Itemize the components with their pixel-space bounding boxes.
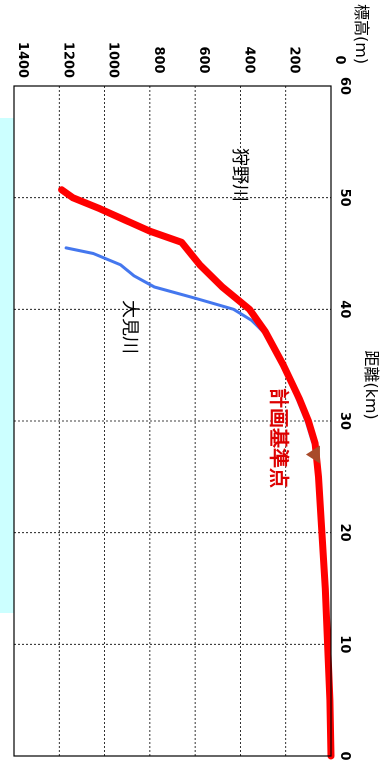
series-lines [58, 186, 335, 760]
x-tick-label: 60 [337, 77, 352, 95]
y-tick-label: 800 [151, 46, 166, 73]
x-tick-label: 20 [337, 524, 352, 542]
plot-border [13, 85, 332, 757]
series-line-kano [58, 186, 335, 760]
y-axis-title: 標高(m) [352, 4, 371, 64]
control-point-marker [305, 445, 320, 464]
y-tick-labels: 0 200 400 600 800 1000 1200 1400 [15, 42, 347, 78]
y-tick-label: 1400 [15, 42, 30, 78]
x-tick-label: 50 [337, 189, 352, 207]
y-tick-label: 0 [332, 55, 347, 64]
y-tick-label: 200 [287, 46, 302, 73]
x-tick-label: 10 [337, 635, 352, 653]
series-label-omi: 大見川 [119, 300, 140, 354]
x-tick-labels: 0 10 20 30 40 50 60 [337, 77, 352, 761]
highlight-band [0, 118, 14, 613]
y-tick-label: 400 [241, 46, 256, 73]
y-tick-label: 600 [196, 46, 211, 73]
x-tick-label: 30 [337, 412, 352, 430]
x-tick-label: 40 [337, 300, 352, 318]
series-label-kano: 狩野川 [229, 148, 250, 202]
y-tick-label: 1200 [60, 42, 75, 78]
control-point-label: 計画基準点 [267, 388, 291, 488]
x-axis-title: 距離(km) [362, 350, 381, 419]
y-tick-label: 1000 [106, 42, 121, 78]
x-tick-label: 0 [337, 751, 352, 760]
